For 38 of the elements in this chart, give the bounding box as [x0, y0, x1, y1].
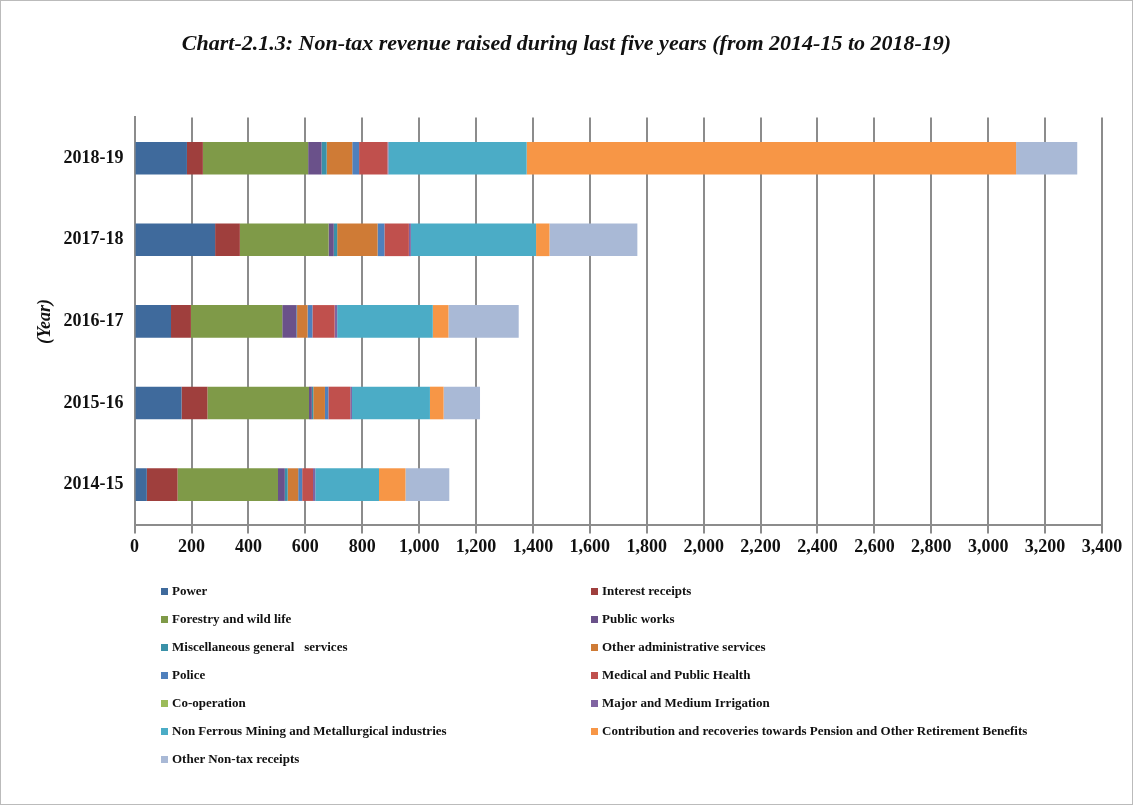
x-tick-label: 2,200: [740, 535, 781, 556]
legend-label: Other administrative services: [602, 639, 766, 655]
legend-label: Other Non-tax receipts: [172, 751, 300, 767]
legend-label: Major and Medium Irrigation: [602, 695, 770, 711]
x-tick-label: 2,000: [683, 535, 724, 556]
x-tick-label: 1,200: [455, 535, 497, 556]
x-tick-label: 800: [348, 535, 376, 556]
legend-label: Contribution and recoveries towards Pension and Other Retirement Benefits: [602, 723, 1028, 739]
y-tick-label: 2018-19: [63, 146, 124, 167]
y-tick-label: 2017-18: [63, 228, 124, 249]
legend-label: Miscellaneous general services: [172, 639, 348, 655]
legend-label: Police: [172, 667, 206, 683]
legend-label: Co-operation: [172, 695, 246, 711]
x-tick-label: 3,200: [1024, 535, 1066, 556]
x-tick-label: 1,800: [626, 535, 667, 556]
x-tick-label: 2,600: [854, 535, 895, 556]
chart-title: Chart-2.1.3: Non-tax revenue raised during last five years (from 2014-15 to 2018-19): [181, 29, 952, 55]
x-tick-label: 200: [178, 535, 205, 556]
x-tick-label: 0: [130, 535, 140, 556]
legend-label: Public works: [602, 611, 675, 627]
x-tick-label: 600: [291, 535, 319, 556]
legend-label: Non Ferrous Mining and Metallurgical industries: [172, 723, 447, 739]
legend-label: Medical and Public Health: [602, 667, 751, 683]
x-tick-label: 1,600: [569, 535, 611, 556]
y-axis-title: (Year): [34, 298, 56, 344]
x-tick-label: 1,000: [398, 535, 440, 556]
x-tick-label: 2,800: [911, 535, 952, 556]
y-tick-label: 2014-15: [63, 473, 124, 494]
legend-label: Power: [172, 583, 208, 599]
legend-label: Interest receipts: [602, 583, 692, 599]
x-tick-label: 400: [234, 535, 262, 556]
x-tick-label: 1,400: [512, 535, 554, 556]
y-tick-label: 2015-16: [63, 391, 124, 412]
legend-label: Forestry and wild life: [172, 611, 292, 627]
y-tick-label: 2016-17: [63, 310, 124, 331]
x-tick-label: 2,400: [797, 535, 838, 556]
x-tick-label: 3,000: [967, 535, 1009, 556]
x-tick-label: 3,400: [1081, 535, 1123, 556]
